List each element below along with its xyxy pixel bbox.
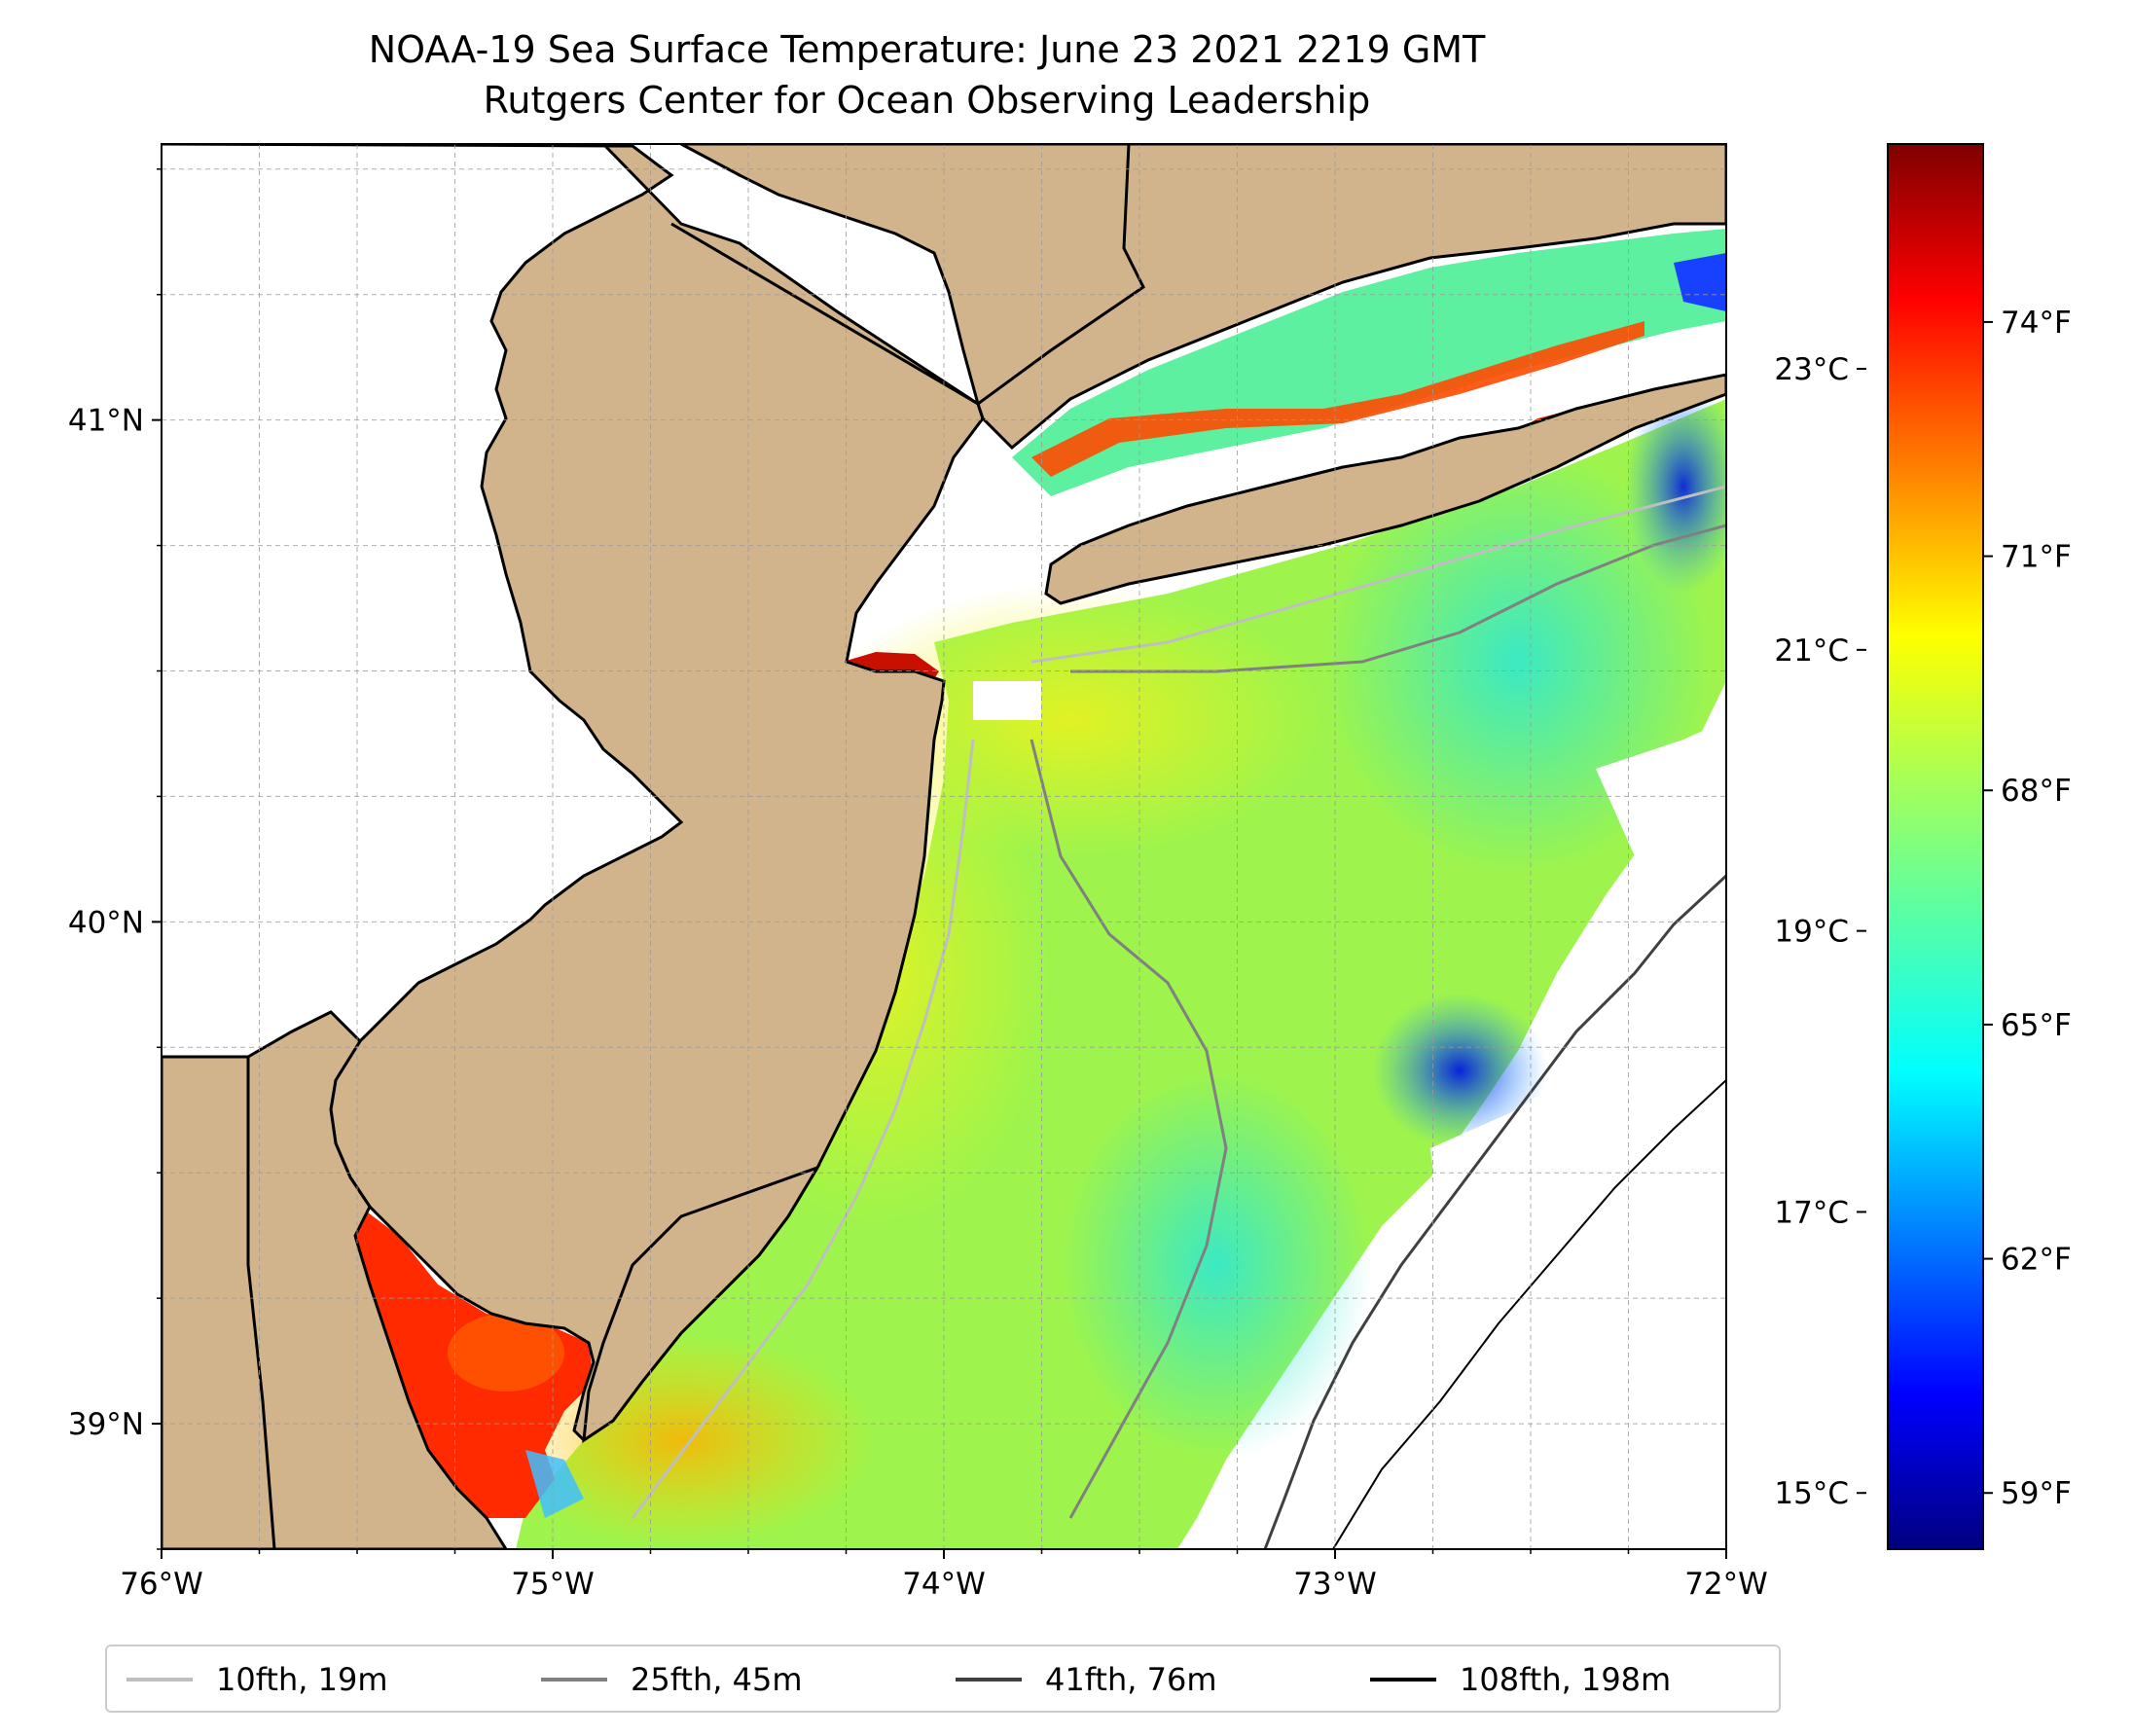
sst-cool-patch [525, 1450, 584, 1518]
legend-item-41fth: 41fth, 76m [956, 1660, 1216, 1699]
state-border [670, 222, 979, 406]
legend-swatch [541, 1678, 607, 1682]
colorbar-c-label: 15°C [1774, 1476, 1849, 1511]
x-tick-label: 72°W [1684, 1567, 1768, 1602]
gridlines [161, 144, 1727, 1550]
y-tick-label: 40°N [68, 905, 144, 940]
colorbar-c-label: 19°C [1774, 915, 1849, 950]
colorbar-c-label: 17°C [1774, 1195, 1849, 1230]
cloud-mask [1430, 1070, 1596, 1226]
contour-10fth [1030, 485, 1726, 664]
legend-label: 108fth, 198m [1460, 1661, 1672, 1698]
sst-map: 76°W 75°W 74°W 73°W 72°W 41°N 40°N 39°N 74°F 71… [68, 143, 2072, 1602]
colorbar-f-label: 74°F [2001, 306, 2072, 341]
contour-41fth [1263, 874, 1726, 1549]
colorbar [1887, 143, 1984, 1550]
legend-label: 10fth, 19m [216, 1661, 388, 1698]
x-tick-label: 76°W [120, 1567, 203, 1602]
sst-cold-patch [1372, 993, 1547, 1148]
sst-cold-patch [1625, 380, 1726, 594]
colorbar-f-label: 62°F [2001, 1243, 2072, 1278]
colorbar-f-label: 65°F [2001, 1008, 2072, 1043]
state-border [977, 144, 1145, 406]
x-tick-label: 74°W [902, 1567, 986, 1602]
legend-label: 41fth, 76m [1045, 1661, 1217, 1698]
colorbar-f-label: 68°F [2001, 774, 2072, 809]
contour-25fth [1030, 739, 1228, 1519]
state-border [246, 1057, 276, 1549]
land-long-island [1044, 373, 1726, 605]
contour-108fth [1332, 1079, 1726, 1549]
legend-item-108fth: 108fth, 198m [1370, 1660, 1671, 1699]
sst-cool-patch [1061, 1070, 1372, 1460]
sst-cold-patch [1674, 253, 1726, 311]
legend-item-10fth: 10fth, 19m [126, 1660, 387, 1699]
cloud-mask [973, 681, 1041, 720]
legend-label: 25fth, 45m [631, 1661, 803, 1698]
sst-warm-patch [448, 1314, 564, 1392]
contour-10fth [631, 739, 975, 1519]
legend-swatch [956, 1678, 1022, 1682]
colorbar-celsius-axis: 23°C 21°C 19°C 17°C 15°C [1774, 352, 1866, 1511]
colorbar-f-label: 71°F [2001, 540, 2072, 575]
colorbar-c-label: 23°C [1774, 352, 1849, 387]
x-axis: 76°W 75°W 74°W 73°W 72°W [120, 1549, 1768, 1602]
colorbar-f-label: 59°F [2001, 1476, 2072, 1511]
land-new-york [680, 144, 1726, 451]
chart-subtitle: Rutgers Center for Ocean Observing Leade… [483, 79, 1371, 122]
colorbar-fahrenheit-axis: 74°F 71°F 68°F 65°F 62°F 59°F [1983, 306, 2072, 1511]
contour-legend: 10fth, 19m 25fth, 45m 41fth, 76m 108fth,… [105, 1645, 1781, 1713]
y-tick-label: 41°N [68, 404, 144, 439]
map-panel [162, 144, 1726, 1549]
y-axis: 41°N 40°N 39°N [68, 168, 162, 1550]
legend-swatch [1370, 1678, 1436, 1682]
land-cape-may [582, 1165, 821, 1444]
legend-item-25fth: 25fth, 45m [541, 1660, 802, 1699]
legend-swatch [126, 1678, 193, 1682]
x-tick-label: 73°W [1293, 1567, 1377, 1602]
chart-title: NOAA-19 Sea Surface Temperature: June 23… [368, 28, 1486, 71]
y-tick-label: 39°N [68, 1407, 144, 1442]
x-tick-label: 75°W [511, 1567, 595, 1602]
bathymetry-contours [631, 485, 1726, 1549]
colorbar-c-label: 21°C [1774, 633, 1849, 669]
